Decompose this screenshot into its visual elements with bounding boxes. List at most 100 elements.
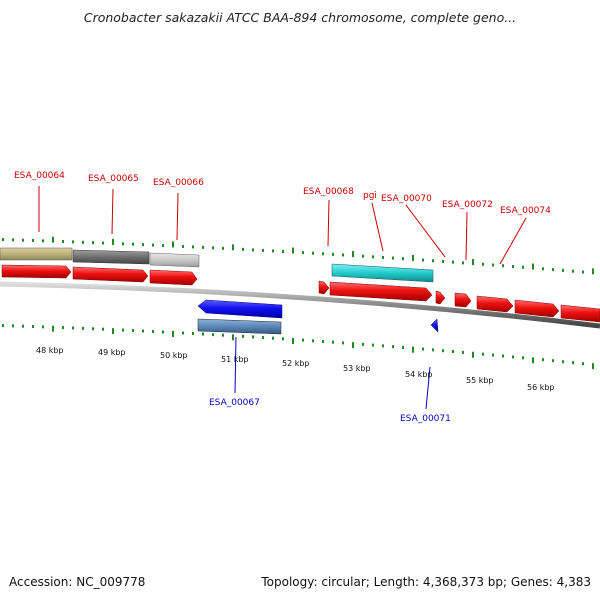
scale-tick-minor	[362, 342, 364, 346]
scale-tick-minor	[182, 331, 184, 335]
scale-tick-minor	[82, 326, 84, 330]
feature-bar-esa-00065[interactable]	[72, 249, 150, 265]
map-title: Cronobacter sakazakii ATCC BAA-894 chrom…	[83, 10, 517, 25]
scale-tick-minor	[492, 353, 494, 357]
scale-tick-major	[172, 241, 174, 248]
scale-ticks-upper	[2, 236, 594, 275]
scale-tick-major	[412, 254, 414, 261]
scale-label-52-kbp: 52 kbp	[282, 359, 310, 368]
scale-tick-minor	[202, 245, 204, 249]
scale-tick-minor	[92, 241, 94, 245]
cds-arrow-esa-00064[interactable]	[1, 264, 72, 279]
scale-tick-minor	[502, 354, 504, 358]
scale-tick-minor	[522, 265, 524, 269]
gene-label-esa-00066[interactable]: ESA_00066	[153, 178, 204, 188]
scale-tick-minor	[392, 256, 394, 260]
gene-label-esa-00072[interactable]: ESA_00072	[442, 200, 493, 210]
scale-tick-minor	[32, 239, 34, 243]
forward-label-leaders	[38, 186, 527, 265]
scale-tick-minor	[552, 268, 554, 272]
gene-label-esa-00074[interactable]: ESA_00074	[500, 206, 551, 216]
scale-tick-minor	[312, 251, 314, 255]
cds-arrow-esa-00070[interactable]	[435, 290, 446, 305]
scale-tick-minor	[42, 239, 44, 243]
cds-arrow-esa-00075[interactable]	[560, 304, 600, 323]
scale-tick-major	[112, 328, 114, 335]
feature-bar-esa-00066[interactable]	[149, 252, 200, 268]
scale-tick-minor	[542, 267, 544, 271]
scale-tick-major	[292, 247, 294, 254]
scale-tick-minor	[432, 348, 434, 352]
scale-tick-minor	[252, 248, 254, 252]
scale-tick-minor	[582, 270, 584, 274]
gene-label-esa-00067[interactable]: ESA_00067	[209, 398, 260, 408]
scale-tick-major	[532, 357, 534, 364]
scale-tick-minor	[492, 263, 494, 267]
scale-tick-minor	[362, 254, 364, 258]
scale-tick-minor	[2, 238, 4, 242]
feature-bar-pgi[interactable]	[331, 263, 434, 283]
scale-tick-minor	[312, 339, 314, 343]
gene-label-esa-00068[interactable]: ESA_00068	[303, 187, 354, 197]
cds-arrow-esa-00066[interactable]	[149, 269, 198, 286]
feature-bar-esa-00067[interactable]	[197, 318, 282, 335]
scale-tick-minor	[42, 325, 44, 329]
scale-label-48-kbp: 48 kbp	[36, 346, 64, 355]
scale-tick-minor	[512, 355, 514, 359]
scale-tick-major	[52, 236, 54, 243]
accession-text: Accession: NC_009778	[9, 575, 146, 589]
scale-tick-minor	[92, 327, 94, 331]
scale-label-54-kbp: 54 kbp	[405, 370, 433, 379]
scale-label-53-kbp: 53 kbp	[343, 364, 371, 373]
gene-label-esa-00070[interactable]: ESA_00070	[381, 194, 432, 204]
feature-bar-esa-00064[interactable]	[0, 247, 73, 261]
scale-tick-minor	[562, 268, 564, 272]
scale-tick-major	[172, 330, 174, 337]
scale-tick-minor	[62, 326, 64, 330]
gene-label-esa-00071[interactable]: ESA_00071	[400, 414, 451, 424]
cds-arrow-esa-00067[interactable]	[197, 299, 283, 319]
scale-tick-minor	[482, 262, 484, 266]
scale-tick-major	[532, 263, 534, 270]
scale-tick-minor	[132, 329, 134, 333]
scale-tick-minor	[372, 343, 374, 347]
scale-tick-minor	[552, 359, 554, 363]
scale-tick-minor	[182, 244, 184, 248]
cds-arrow-esa-00071[interactable]	[430, 318, 439, 333]
scale-tick-minor	[62, 240, 64, 244]
cds-arrow-esa-00073[interactable]	[476, 295, 514, 313]
scale-tick-minor	[442, 349, 444, 353]
scale-tick-minor	[502, 264, 504, 268]
gene-label-pgi[interactable]: pgi	[363, 191, 377, 201]
scale-tick-minor	[342, 341, 344, 345]
cds-arrow-pgi[interactable]	[329, 281, 433, 302]
scale-tick-minor	[522, 356, 524, 360]
scale-tick-minor	[322, 252, 324, 256]
scale-label-56-kbp: 56 kbp	[527, 383, 555, 392]
scale-tick-minor	[382, 255, 384, 259]
scale-tick-minor	[12, 238, 14, 242]
reverse-gene-labels: ESA_00067 ESA_00071	[209, 398, 451, 424]
cds-arrow-esa-00065[interactable]	[72, 266, 149, 283]
gene-label-esa-00065[interactable]: ESA_00065	[88, 174, 139, 184]
scale-tick-minor	[72, 240, 74, 244]
scale-tick-minor	[422, 258, 424, 262]
scale-ticks-lower	[2, 324, 594, 370]
scale-tick-minor	[402, 257, 404, 261]
scale-tick-minor	[482, 352, 484, 356]
scale-tick-minor	[102, 327, 104, 331]
scale-tick-minor	[82, 240, 84, 244]
scale-tick-minor	[242, 334, 244, 338]
scale-label-55-kbp: 55 kbp	[466, 376, 494, 385]
cds-arrow-esa-00068[interactable]	[318, 280, 330, 295]
scale-tick-minor	[282, 337, 284, 341]
scale-tick-minor	[32, 325, 34, 329]
scale-tick-minor	[332, 252, 334, 256]
scale-tick-minor	[302, 338, 304, 342]
cds-arrow-esa-00074[interactable]	[514, 299, 560, 318]
cds-arrow-esa-00072[interactable]	[454, 292, 472, 308]
scale-tick-minor	[222, 246, 224, 250]
gene-label-esa-00064[interactable]: ESA_00064	[14, 171, 65, 181]
scale-tick-minor	[432, 259, 434, 263]
scale-tick-major	[352, 251, 354, 258]
